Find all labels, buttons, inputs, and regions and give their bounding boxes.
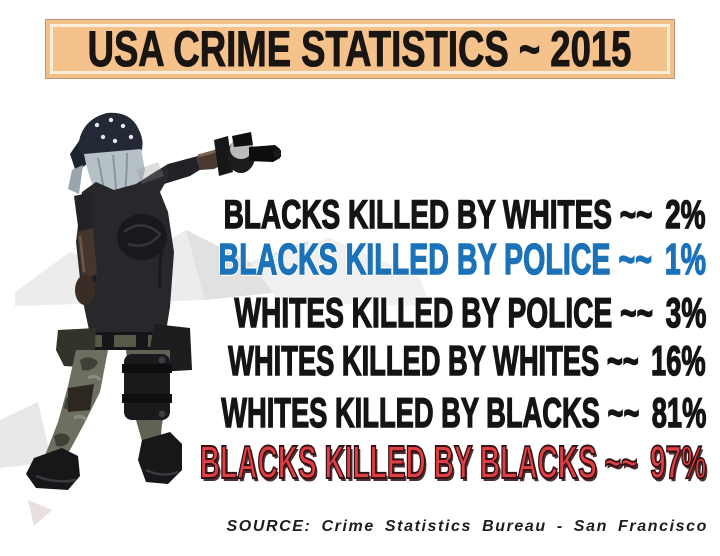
source-text: Crime Statistics Bureau - San Francisco — [321, 518, 708, 535]
torso-tshirt — [76, 162, 174, 344]
stat-line-blacks-by-whites: BLACKS KILLED BY WHITES ~~ 2% — [224, 193, 707, 237]
stat-line-blacks-by-police: BLACKS KILLED BY POLICE ~~ 1% — [218, 235, 706, 284]
face-drape — [84, 149, 145, 215]
knee-patch-right — [134, 376, 162, 398]
stat-tildes: ~~ — [619, 289, 653, 336]
boots — [26, 432, 182, 490]
stat-label: WHITES KILLED BY WHITES — [228, 337, 600, 384]
stat-label: WHITES KILLED BY BLACKS — [220, 389, 600, 436]
title-banner: USA CRIME STATISTICS ~ 2015 — [50, 21, 670, 77]
stat-tildes: ~~ — [604, 436, 638, 488]
thigh-holster — [122, 354, 172, 420]
camo-legs — [44, 350, 172, 462]
bandana-head — [68, 112, 145, 233]
stat-label: BLACKS KILLED BY POLICE — [218, 235, 611, 284]
source-prefix: SOURCE: — [226, 518, 312, 535]
stat-value: 81% — [651, 389, 707, 436]
stat-line-whites-by-whites: WHITES KILLED BY WHITES ~~ 16% — [228, 337, 707, 384]
stat-value: 1% — [664, 235, 706, 284]
stat-label: BLACKS KILLED BY WHITES — [224, 193, 613, 237]
stat-tildes: ~~ — [620, 193, 654, 237]
stat-value: 2% — [665, 193, 706, 237]
stat-label: WHITES KILLED BY POLICE — [234, 289, 613, 336]
stat-tildes: ~~ — [618, 235, 652, 284]
stat-label: BLACKS KILLED BY BLACKS — [199, 436, 597, 488]
stat-value: 16% — [651, 337, 707, 384]
page-title: USA CRIME STATISTICS ~ 2015 — [88, 21, 633, 77]
bandana-dots — [94, 117, 134, 144]
stat-value: 3% — [665, 289, 707, 336]
source-attribution: SOURCE: Crime Statistics Bureau - San Fra… — [227, 518, 709, 536]
stat-line-blacks-by-blacks: BLACKS KILLED BY BLACKS ~~ 97% — [199, 436, 707, 488]
stat-tildes: ~~ — [607, 337, 640, 384]
stat-tildes: ~~ — [607, 389, 640, 436]
stat-line-whites-by-police: WHITES KILLED BY POLICE ~~ 3% — [234, 289, 707, 336]
shirt-graphic — [117, 214, 167, 260]
stat-line-whites-by-blacks: WHITES KILLED BY BLACKS ~~ 81% — [220, 389, 707, 436]
hip-pouch-left — [56, 328, 96, 368]
stat-value: 97% — [649, 436, 706, 488]
hanging-arm — [74, 192, 97, 305]
knee-patch-left — [68, 384, 94, 412]
statistics-list: BLACKS KILLED BY WHITES ~~ 2% BLACKS KILLE… — [166, 0, 707, 556]
left-hand — [75, 275, 95, 305]
